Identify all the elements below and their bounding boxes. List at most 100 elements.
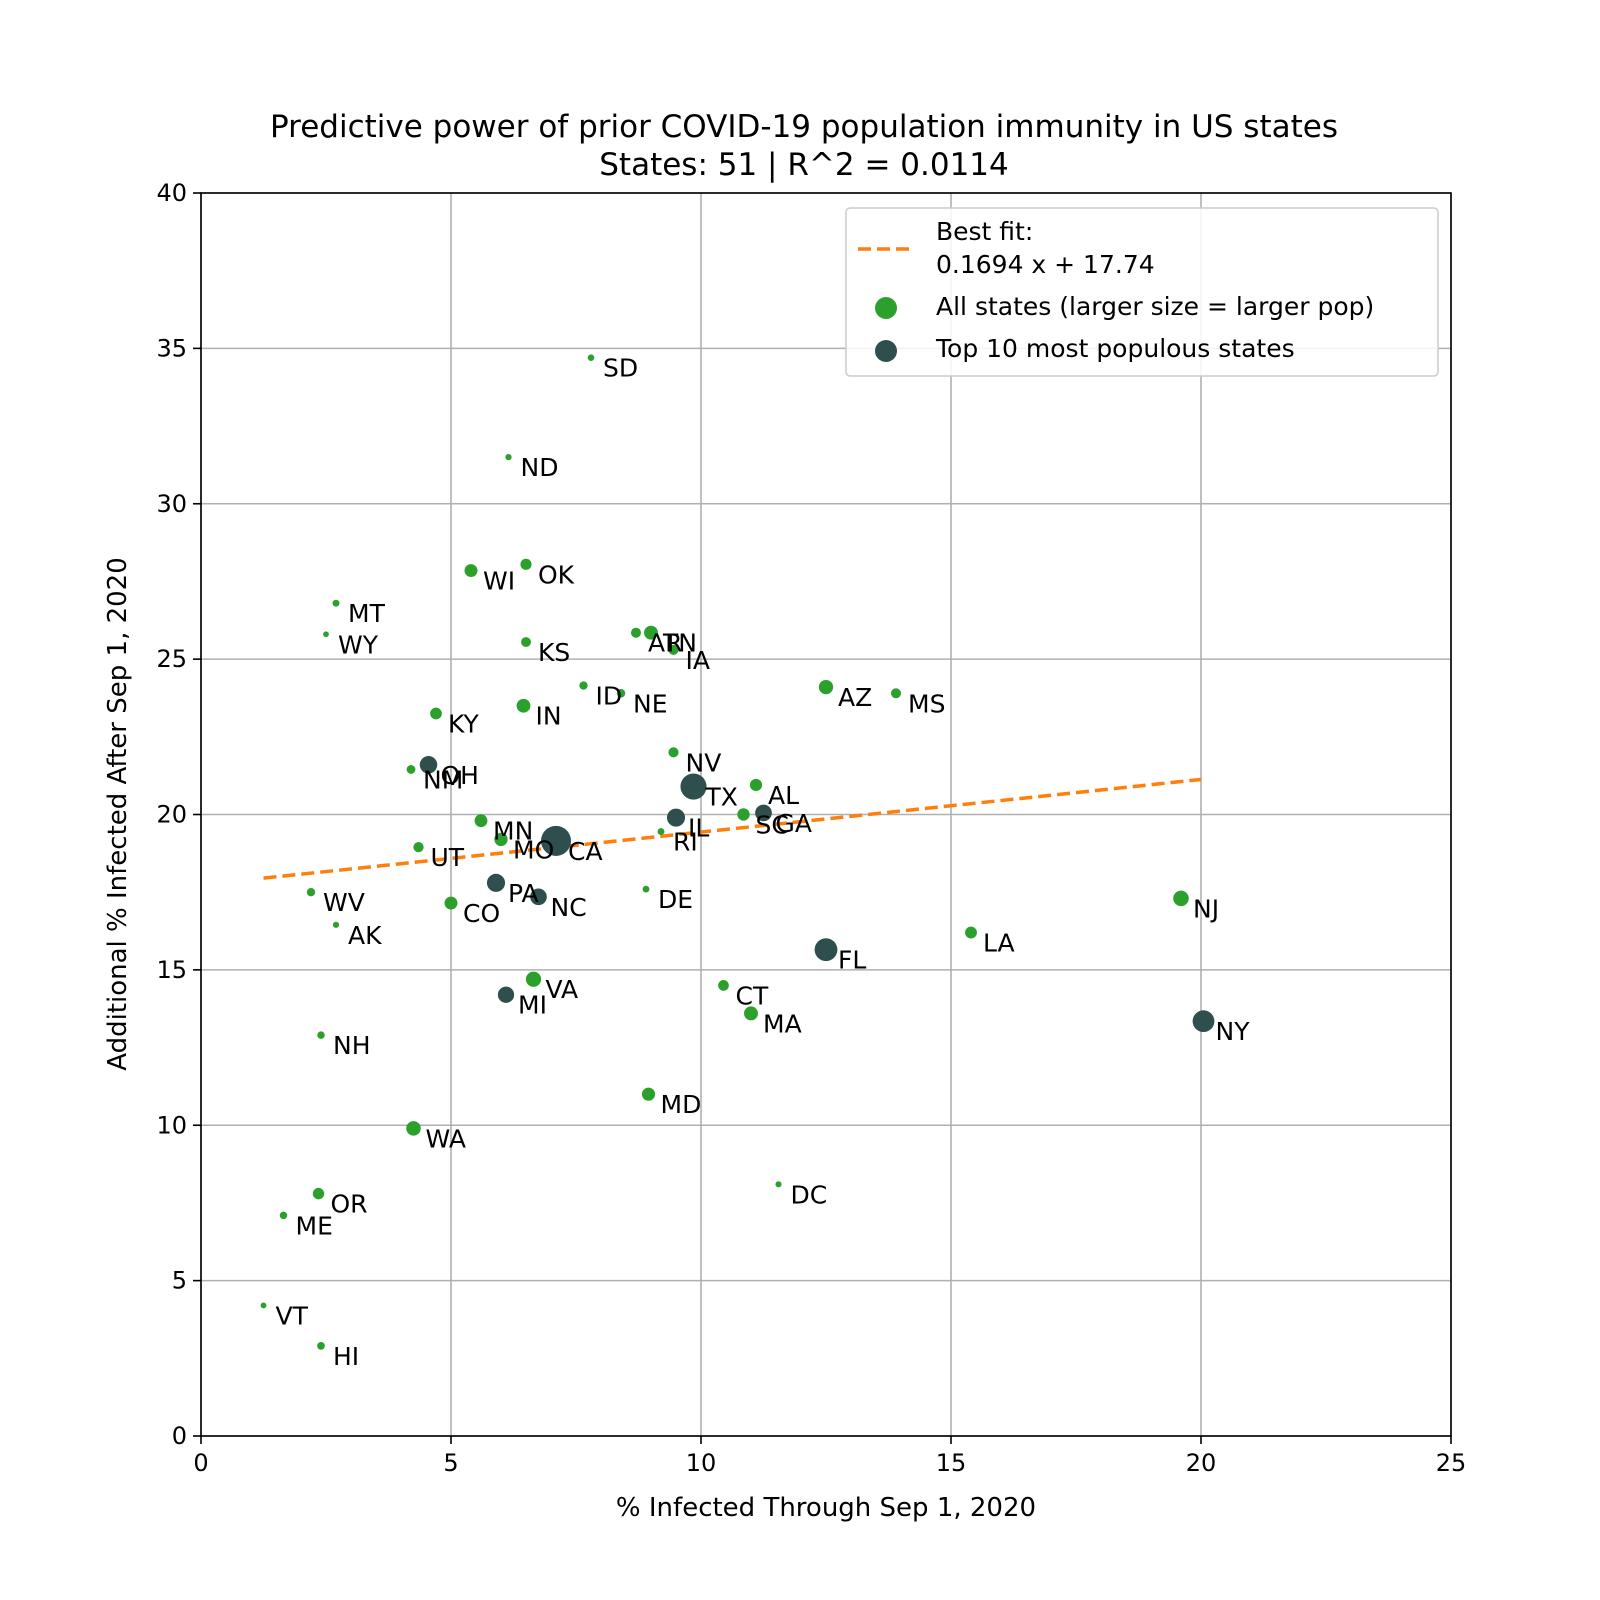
state-label-pa: PA: [508, 879, 539, 908]
state-point-hi: [317, 1342, 325, 1350]
state-label-co: CO: [463, 899, 500, 928]
legend-fit-label-1: Best fit:: [936, 217, 1033, 246]
state-label-id: ID: [596, 682, 623, 711]
data-points: [260, 354, 1215, 1350]
state-label-ut: UT: [431, 843, 465, 872]
state-point-co: [444, 896, 458, 910]
state-label-il: IL: [688, 814, 709, 843]
legend-top10-marker: [875, 340, 897, 362]
state-point-de: [642, 885, 650, 893]
state-point-ia: [668, 644, 679, 655]
x-tick-label: 15: [936, 1449, 967, 1477]
state-point-al: [749, 778, 763, 792]
state-point-ct: [718, 980, 729, 991]
state-label-ak: AK: [348, 921, 382, 950]
state-point-or: [312, 1187, 325, 1200]
state-point-wi: [464, 564, 478, 578]
state-label-az: AZ: [838, 683, 872, 712]
legend-fit-label-2: 0.1694 x + 17.74: [936, 250, 1155, 279]
state-label-mo: MO: [513, 835, 554, 864]
state-point-nh: [317, 1031, 325, 1039]
y-tick-label: 40: [156, 179, 187, 207]
y-tick-label: 35: [156, 334, 187, 362]
state-point-oh: [419, 756, 438, 774]
state-point-nv: [668, 747, 679, 758]
state-label-ct: CT: [736, 981, 769, 1010]
state-point-az: [818, 679, 834, 695]
state-point-nd: [505, 454, 512, 461]
state-label-nm: NM: [423, 765, 463, 794]
state-label-mn: MN: [493, 817, 533, 846]
state-label-de: DE: [658, 885, 693, 914]
state-label-ma: MA: [763, 1009, 802, 1038]
legend-box: [845, 207, 1439, 377]
state-label-ms: MS: [908, 689, 945, 718]
state-label-ny: NY: [1216, 1017, 1251, 1046]
x-tick-label: 20: [1186, 1449, 1217, 1477]
state-label-ky: KY: [448, 710, 480, 739]
state-label-ok: OK: [538, 560, 575, 589]
state-label-sc: SC: [756, 811, 789, 840]
state-point-mo: [494, 832, 508, 847]
state-label-wi: WI: [483, 567, 515, 596]
state-point-mi: [497, 986, 515, 1003]
state-point-sc: [737, 808, 750, 821]
state-point-nj: [1173, 890, 1189, 907]
state-label-fl: FL: [838, 946, 866, 975]
fit-line-layer: [263, 777, 1202, 880]
state-point-wa: [406, 1121, 421, 1136]
state-point-vt: [260, 1302, 267, 1309]
state-label-nv: NV: [686, 748, 722, 777]
state-label-nc: NC: [551, 893, 587, 922]
state-label-wv: WV: [323, 888, 365, 917]
state-point-ms: [891, 688, 901, 699]
state-point-pa: [486, 873, 506, 892]
state-label-sd: SD: [603, 354, 638, 383]
state-label-va: VA: [546, 975, 579, 1004]
state-label-vt: VT: [276, 1301, 309, 1330]
best-fit-line: [263, 777, 1202, 880]
chart-subtitle: States: 51 | R^2 = 0.0114: [599, 147, 1009, 183]
axis-ticks: 0 5 10 15 20 25 0 5 10 15 20 25 30 35 40: [156, 179, 1466, 1477]
state-point-me: [279, 1211, 288, 1220]
state-label-mt: MT: [348, 599, 386, 628]
state-point-ky: [430, 707, 442, 720]
state-point-fl: [814, 938, 838, 962]
state-point-mt: [332, 599, 340, 607]
state-point-nm: [406, 765, 416, 774]
state-label-nh: NH: [333, 1031, 371, 1060]
state-label-tx: TX: [705, 783, 738, 812]
state-point-va: [525, 971, 542, 987]
state-label-ga: GA: [776, 809, 812, 838]
state-label-oh: OH: [441, 761, 479, 790]
x-axis-label: % Infected Through Sep 1, 2020: [616, 1493, 1036, 1523]
state-point-tx: [680, 773, 707, 800]
y-tick-label: 30: [156, 490, 187, 518]
state-point-ri: [657, 828, 665, 836]
state-label-tn: TN: [662, 629, 697, 658]
state-point-sd: [587, 354, 595, 361]
state-label-ca: CA: [568, 837, 603, 866]
state-point-ca: [540, 825, 572, 856]
state-label-or: OR: [331, 1190, 368, 1219]
state-point-ar: [630, 627, 642, 638]
y-tick-label: 25: [156, 645, 187, 673]
state-point-ok: [520, 558, 532, 570]
state-point-ut: [413, 841, 424, 853]
y-tick-label: 5: [172, 1267, 187, 1295]
x-tick-label: 5: [443, 1449, 458, 1477]
state-label-hi: HI: [333, 1342, 359, 1371]
state-label-md: MD: [661, 1090, 702, 1119]
y-tick-label: 0: [172, 1422, 187, 1450]
chart-title: Predictive power of prior COVID-19 popul…: [270, 109, 1338, 145]
y-tick-label: 15: [156, 956, 187, 984]
legend: Best fit: 0.1694 x + 17.74 All states (l…: [845, 207, 1439, 377]
state-point-ak: [332, 921, 340, 928]
legend-top10-label: Top 10 most populous states: [935, 334, 1295, 363]
legend-all-states-label: All states (larger size = larger pop): [936, 292, 1374, 321]
state-point-dc: [775, 1181, 782, 1188]
state-label-ia: IA: [686, 646, 710, 675]
state-label-in: IN: [536, 702, 562, 731]
